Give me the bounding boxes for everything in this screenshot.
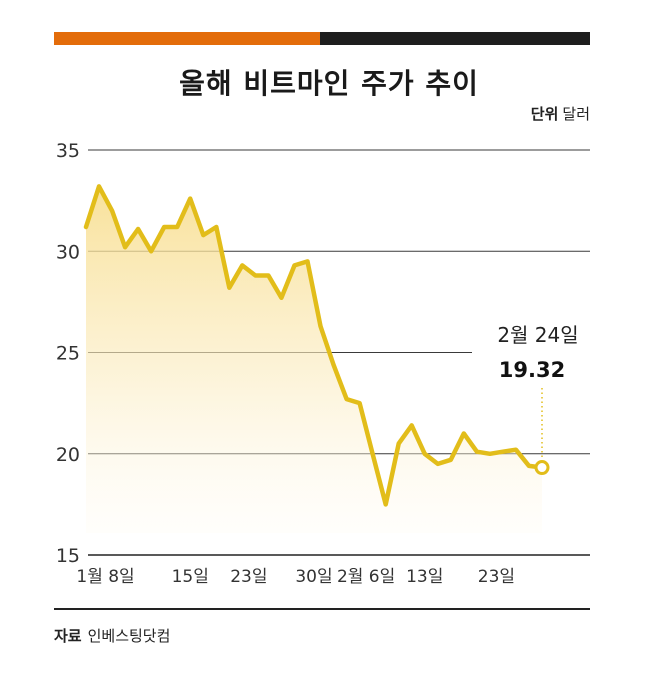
unit-label-value: 달러	[562, 105, 590, 123]
y-tick-label: 30	[56, 241, 80, 263]
annotation-background	[472, 318, 600, 386]
y-tick-label: 15	[56, 545, 80, 567]
x-tick-label: 13일	[406, 567, 443, 587]
price-line	[83, 184, 545, 507]
x-tick-label: 30일	[295, 567, 332, 587]
y-tick-label: 20	[56, 444, 80, 466]
x-tick-label: 15일	[172, 567, 209, 587]
source-label: 자료	[54, 627, 82, 645]
accent-bar-dark	[320, 32, 590, 45]
annotation-date: 2월 24일	[497, 323, 578, 347]
footer-divider	[54, 608, 590, 610]
price-area-fill	[86, 186, 542, 533]
end-point-marker	[534, 460, 550, 476]
x-tick-label: 23일	[478, 567, 515, 587]
y-tick-label: 25	[56, 343, 80, 365]
accent-bar-orange	[54, 32, 320, 45]
x-tick-label: 2월 6일	[337, 567, 395, 587]
source-value: 인베스팅닷컴	[87, 627, 171, 645]
unit-label-key: 단위	[530, 105, 559, 123]
source-note: 자료 인베스팅닷컴	[54, 625, 170, 646]
unit-label: 단위 달러	[531, 103, 590, 124]
x-tick-label: 23일	[230, 567, 267, 587]
x-tick-label: 1월 8일	[76, 567, 134, 587]
chart-title: 올해 비트마인 주가 추이	[179, 67, 479, 100]
annotation-value: 19.32	[499, 358, 565, 382]
y-tick-label: 35	[56, 140, 80, 162]
